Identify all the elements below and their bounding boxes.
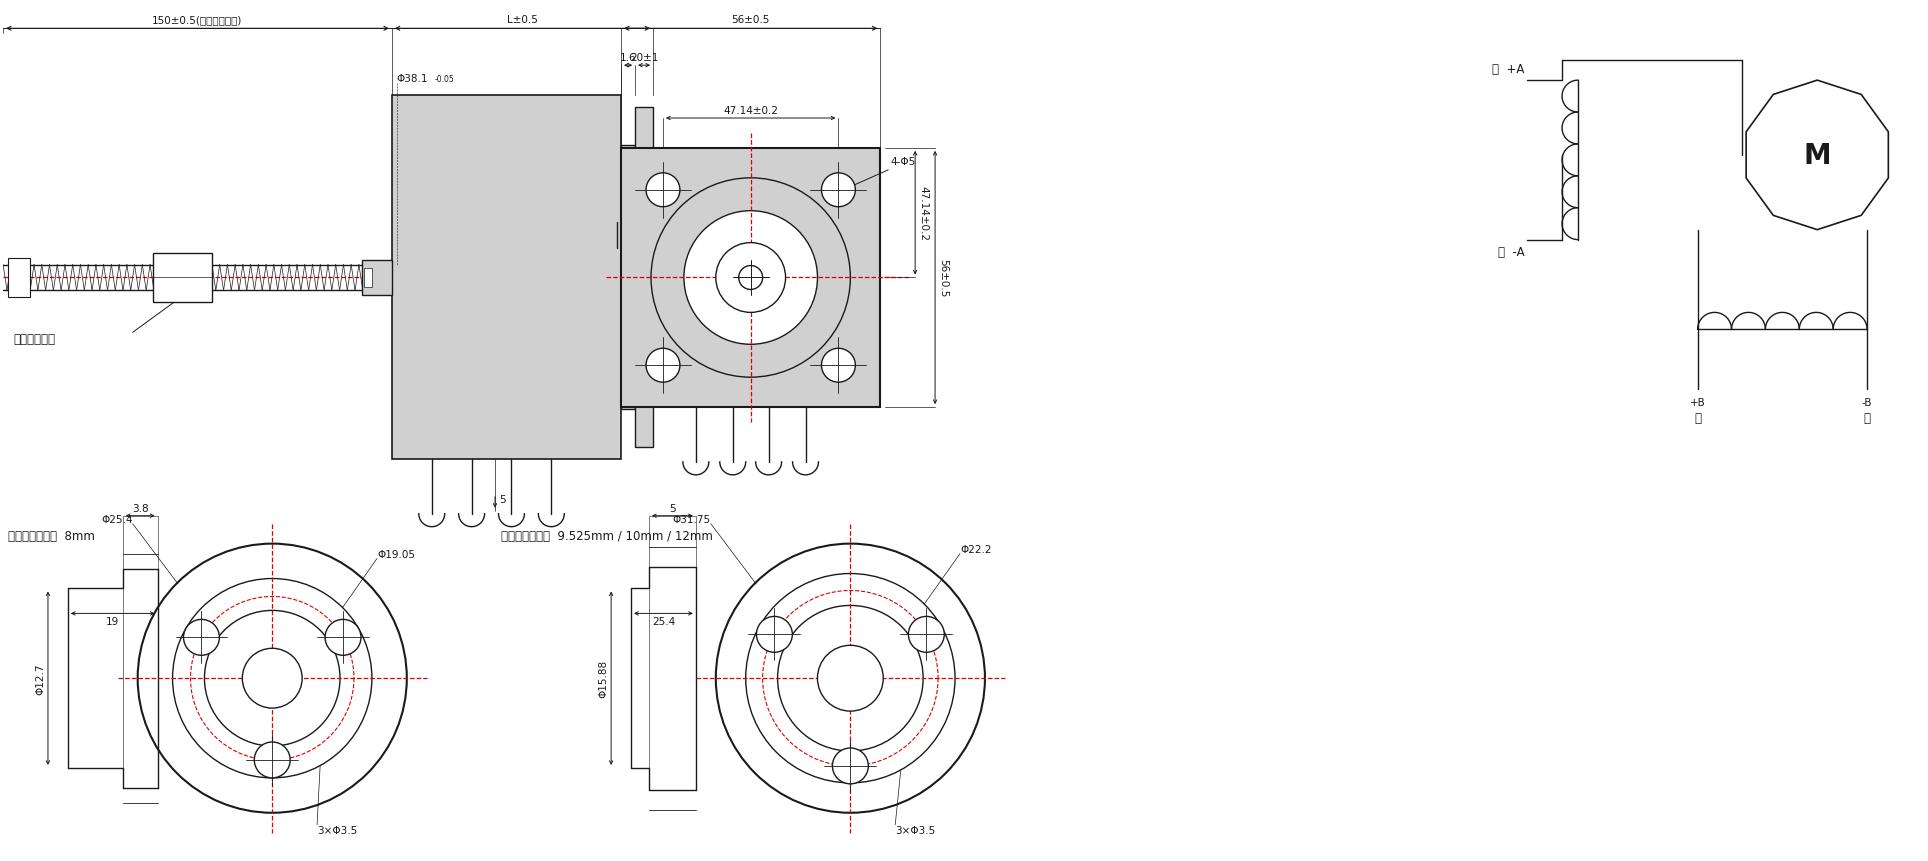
Text: M: M bbox=[1803, 142, 1832, 170]
Text: Φ15.88: Φ15.88 bbox=[598, 660, 607, 697]
Circle shape bbox=[777, 606, 924, 751]
Text: 梯型丝杆直径：  9.525mm / 10mm / 12mm: 梯型丝杆直径： 9.525mm / 10mm / 12mm bbox=[501, 529, 713, 542]
Text: 红  +A: 红 +A bbox=[1492, 63, 1525, 76]
Text: 3×Φ3.5: 3×Φ3.5 bbox=[316, 825, 357, 835]
Circle shape bbox=[183, 620, 220, 655]
Text: 150±0.5(可自定义长度): 150±0.5(可自定义长度) bbox=[152, 15, 243, 25]
Bar bbox=[634, 108, 654, 448]
Circle shape bbox=[646, 174, 681, 208]
Circle shape bbox=[243, 648, 303, 709]
Text: Φ25.4: Φ25.4 bbox=[100, 514, 133, 524]
Circle shape bbox=[715, 244, 785, 313]
Bar bbox=[8, 258, 31, 298]
Bar bbox=[621, 149, 881, 407]
Text: 5: 5 bbox=[669, 503, 675, 513]
Text: 56±0.5: 56±0.5 bbox=[731, 15, 769, 25]
Circle shape bbox=[817, 646, 883, 711]
Text: Φ31.75: Φ31.75 bbox=[673, 514, 711, 524]
Bar bbox=[152, 253, 212, 303]
Polygon shape bbox=[1747, 81, 1888, 231]
Text: Φ19.05: Φ19.05 bbox=[376, 549, 415, 559]
Circle shape bbox=[254, 742, 291, 778]
Text: 47.14±0.2: 47.14±0.2 bbox=[723, 106, 779, 116]
Text: 20±1: 20±1 bbox=[630, 53, 657, 63]
Bar bbox=[621, 146, 634, 410]
Text: Φ38.1: Φ38.1 bbox=[397, 74, 428, 84]
Text: Φ12.7: Φ12.7 bbox=[35, 663, 44, 694]
Text: 3.8: 3.8 bbox=[131, 503, 148, 513]
Text: 25.4: 25.4 bbox=[652, 616, 675, 627]
Bar bbox=[391, 96, 621, 460]
Circle shape bbox=[746, 574, 954, 783]
Text: L±0.5: L±0.5 bbox=[507, 15, 538, 25]
Text: 蓝  -A: 蓝 -A bbox=[1498, 245, 1525, 258]
Text: 4-Φ5: 4-Φ5 bbox=[891, 157, 916, 167]
Text: 1.6: 1.6 bbox=[619, 53, 636, 63]
Circle shape bbox=[646, 349, 681, 382]
Text: -B: -B bbox=[1862, 398, 1872, 407]
Circle shape bbox=[174, 579, 372, 778]
Text: 56±0.5: 56±0.5 bbox=[939, 259, 949, 297]
Circle shape bbox=[908, 616, 945, 653]
Text: 19: 19 bbox=[106, 616, 120, 627]
Circle shape bbox=[715, 544, 985, 813]
Bar bbox=[362, 260, 391, 296]
Circle shape bbox=[326, 620, 361, 655]
Circle shape bbox=[821, 349, 856, 382]
Circle shape bbox=[137, 544, 407, 813]
Text: 黑: 黑 bbox=[1864, 412, 1870, 424]
Circle shape bbox=[652, 178, 850, 378]
Text: 47.14±0.2: 47.14±0.2 bbox=[918, 186, 927, 241]
Circle shape bbox=[756, 616, 792, 653]
Text: 5: 5 bbox=[499, 494, 505, 505]
Text: -0.05: -0.05 bbox=[434, 75, 455, 84]
Circle shape bbox=[833, 748, 868, 784]
Text: +B: +B bbox=[1689, 398, 1706, 407]
Circle shape bbox=[684, 212, 817, 345]
Bar bbox=[364, 269, 372, 288]
Circle shape bbox=[204, 610, 339, 746]
Text: Φ22.2: Φ22.2 bbox=[960, 544, 991, 554]
Text: 绿: 绿 bbox=[1695, 412, 1700, 424]
Text: 梯型丝杆直径：  8mm: 梯型丝杆直径： 8mm bbox=[8, 529, 94, 542]
Text: 外部线性螺母: 外部线性螺母 bbox=[13, 333, 56, 346]
Circle shape bbox=[821, 174, 856, 208]
Circle shape bbox=[738, 266, 763, 290]
Text: 3×Φ3.5: 3×Φ3.5 bbox=[895, 825, 935, 835]
